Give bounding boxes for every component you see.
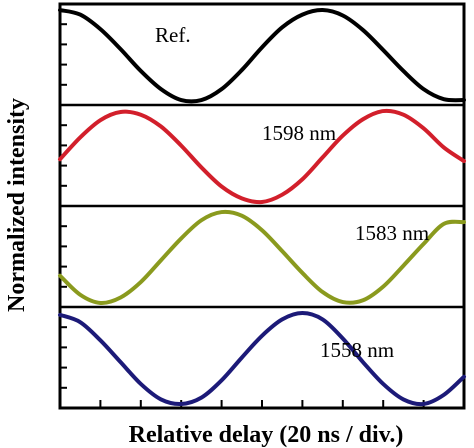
curves-group bbox=[58, 8, 466, 407]
series-line-1 bbox=[58, 108, 466, 205]
series-label-0: Ref. bbox=[155, 23, 191, 47]
series-line-0 bbox=[58, 8, 466, 104]
series-labels-group: Ref. 1598 nm 1583 nm 1558 nm bbox=[155, 23, 429, 362]
series-line-2 bbox=[58, 209, 466, 305]
series-line-3 bbox=[58, 311, 466, 407]
ticks-group bbox=[60, 23, 425, 408]
y-axis-title: Normalized intensity bbox=[4, 98, 30, 312]
series-label-2: 1583 nm bbox=[355, 221, 429, 245]
panels-group bbox=[58, 2, 466, 410]
series-label-3: 1558 nm bbox=[320, 338, 394, 362]
series-label-1: 1598 nm bbox=[262, 121, 336, 145]
x-axis-title: Relative delay (20 ns / div.) bbox=[129, 422, 404, 448]
